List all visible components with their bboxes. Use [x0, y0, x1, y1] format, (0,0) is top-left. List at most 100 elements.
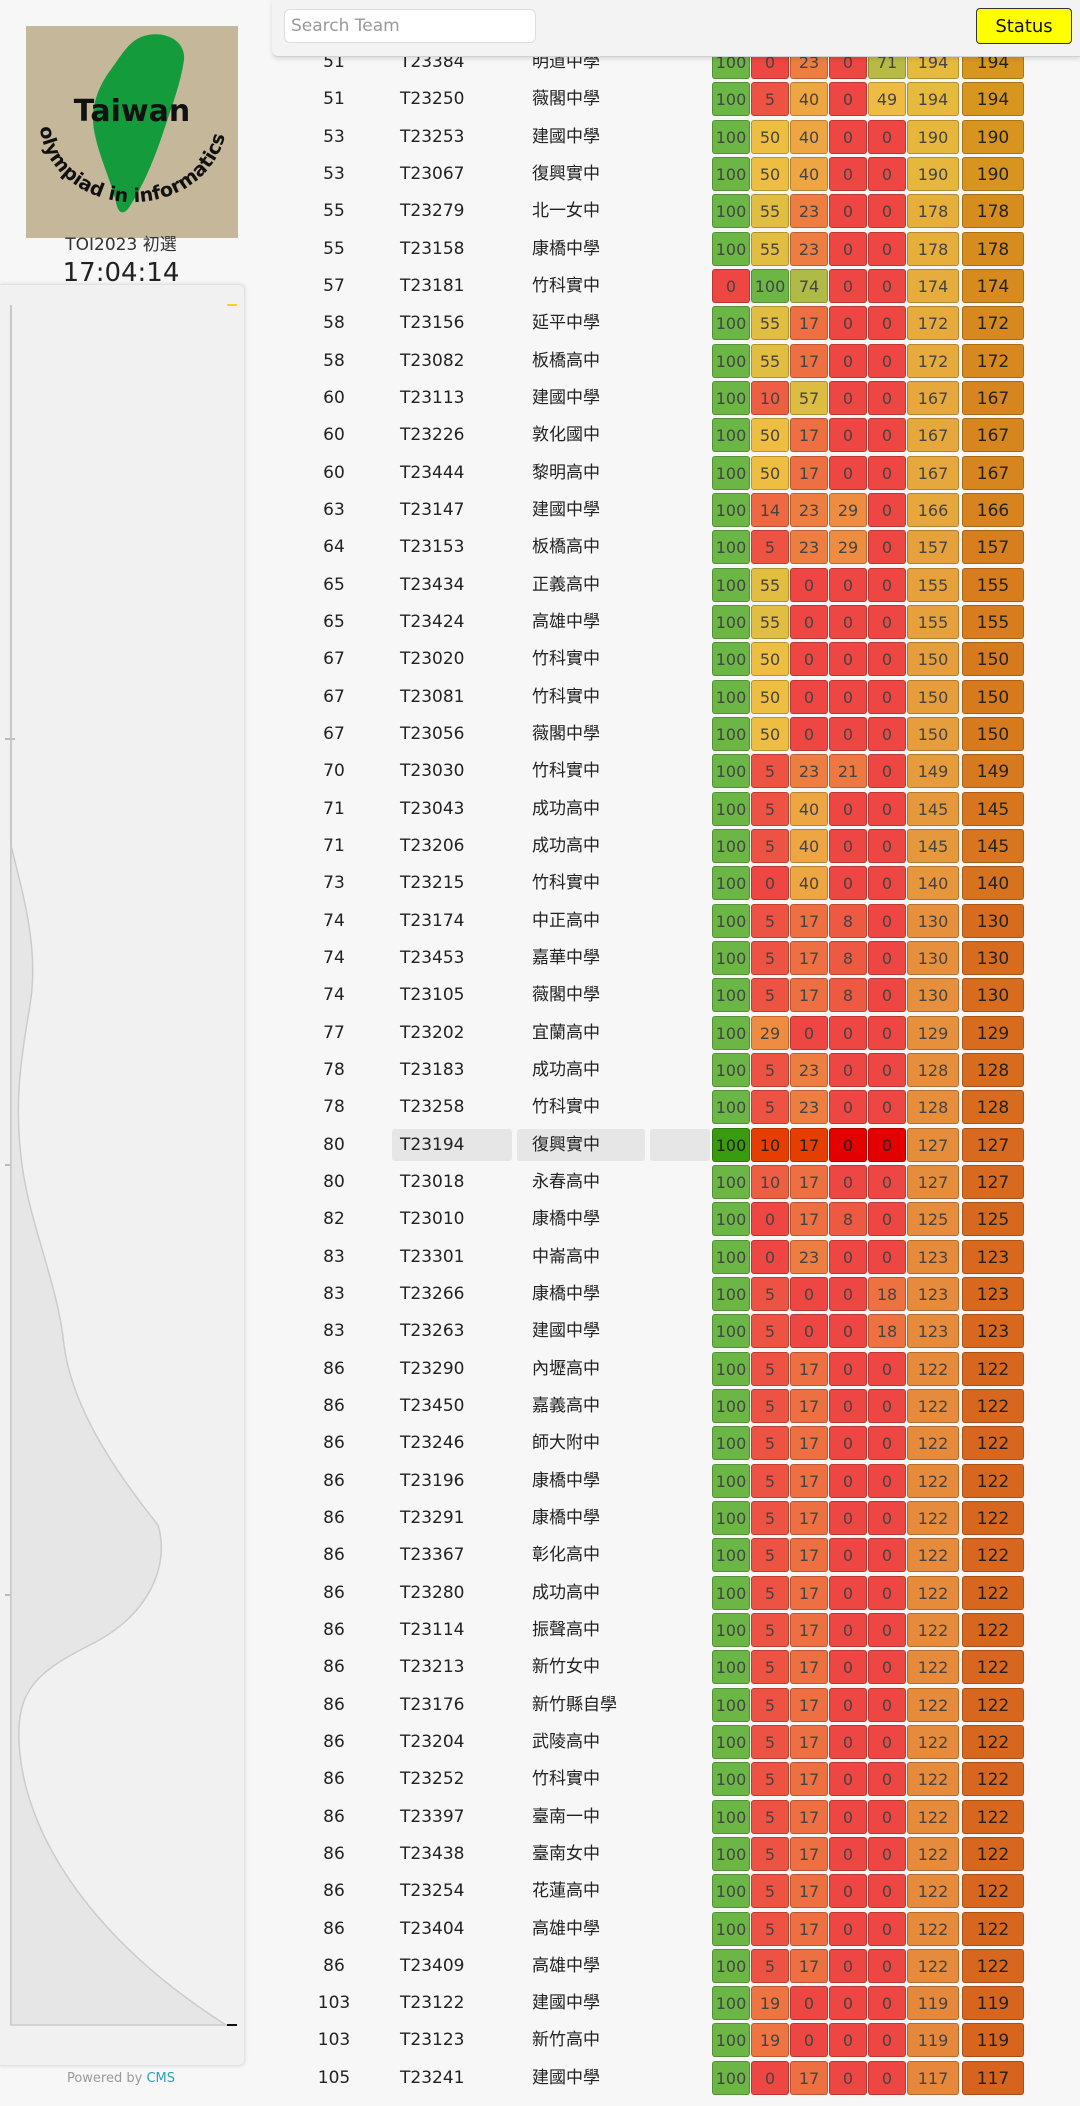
taiwan-map-icon: Taiwan olympiad in informatics: [35, 34, 230, 213]
ranking-row[interactable]: 60 T23444 黎明高中 100 50 17 0 0 167 167: [272, 455, 1080, 491]
ranking-row[interactable]: 55 T23158 康橋中學 100 55 23 0 0 178 178: [272, 231, 1080, 267]
global-score-cell: 149: [962, 754, 1024, 789]
rank-cell: 65: [323, 574, 345, 595]
ranking-row[interactable]: 74 T23105 薇閣中學 100 5 17 8 0 130 130: [272, 977, 1080, 1013]
school-cell: 康橋中學: [532, 1507, 600, 1528]
team-id-cell: T23030: [400, 761, 465, 782]
ranking-row[interactable]: 86 T23252 竹科實中 100 5 17 0 0 122 122: [272, 1761, 1080, 1797]
school-cell: 竹科實中: [532, 873, 600, 894]
task-score-cell: 8: [829, 903, 867, 938]
ranking-row[interactable]: 58 T23156 延平中學 100 55 17 0 0 172 172: [272, 305, 1080, 341]
ranking-row[interactable]: 74 T23453 嘉華中學 100 5 17 8 0 130 130: [272, 940, 1080, 976]
ranking-row[interactable]: 86 T23204 武陵高中 100 5 17 0 0 122 122: [272, 1724, 1080, 1760]
ranking-row[interactable]: 65 T23434 正義高中 100 55 0 0 0 155 155: [272, 567, 1080, 603]
ranking-row[interactable]: 86 T23114 振聲高中 100 5 17 0 0 122 122: [272, 1612, 1080, 1648]
ranking-row[interactable]: 65 T23424 高雄中學 100 55 0 0 0 155 155: [272, 604, 1080, 640]
task-score-cell: 0: [829, 1351, 867, 1386]
school-cell: 竹科實中: [532, 761, 600, 782]
ranking-row[interactable]: 51 T23250 薇閣中學 100 5 40 0 49 194 194: [272, 81, 1080, 117]
global-score-cell: 130: [962, 940, 1024, 975]
task-score-cell: 100: [712, 754, 750, 789]
task-score-cell: 0: [868, 119, 906, 154]
total-score-cell: 122: [907, 1799, 959, 1834]
ranking-row[interactable]: 103 T23122 建國中學 100 19 0 0 0 119 119: [272, 1985, 1080, 2021]
ranking-row[interactable]: 86 T23291 康橋中學 100 5 17 0 0 122 122: [272, 1500, 1080, 1536]
total-score-cell: 145: [907, 791, 959, 826]
ranking-row[interactable]: 64 T23153 板橋高中 100 5 23 29 0 157 157: [272, 529, 1080, 565]
ranking-row[interactable]: 105 T23241 建國中學 100 0 17 0 0 117 117: [272, 2060, 1080, 2096]
school-cell: 敦化國中: [532, 425, 600, 446]
ranking-row[interactable]: 57 T23181 竹科實中 0 100 74 0 0 174 174: [272, 268, 1080, 304]
global-score-cell: 145: [962, 791, 1024, 826]
task-score-cell: 18: [868, 1276, 906, 1311]
ranking-row[interactable]: 86 T23280 成功高中 100 5 17 0 0 122 122: [272, 1575, 1080, 1611]
task-score-cell: 0: [790, 1276, 828, 1311]
ranking-row[interactable]: 55 T23279 北一女中 100 55 23 0 0 178 178: [272, 193, 1080, 229]
ranking-row[interactable]: 83 T23266 康橋中學 100 5 0 0 18 123 123: [272, 1276, 1080, 1312]
ranking-row[interactable]: 78 T23183 成功高中 100 5 23 0 0 128 128: [272, 1052, 1080, 1088]
ranking-row[interactable]: 86 T23246 師大附中 100 5 17 0 0 122 122: [272, 1425, 1080, 1461]
top-bar: Status: [272, 0, 1080, 57]
status-button[interactable]: Status: [976, 8, 1072, 44]
ranking-row[interactable]: 82 T23010 康橋中學 100 0 17 8 0 125 125: [272, 1201, 1080, 1237]
ranking-row[interactable]: 63 T23147 建國中學 100 14 23 29 0 166 166: [272, 492, 1080, 528]
team-id-cell: T23020: [400, 649, 465, 670]
team-id-cell: T23291: [400, 1507, 465, 1528]
search-team-input[interactable]: [284, 9, 536, 43]
task-score-cell: 17: [790, 1202, 828, 1237]
ranking-row[interactable]: 71 T23043 成功高中 100 5 40 0 0 145 145: [272, 791, 1080, 827]
ranking-row[interactable]: 53 T23067 復興實中 100 50 40 0 0 190 190: [272, 156, 1080, 192]
ranking-row[interactable]: 74 T23174 中正高中 100 5 17 8 0 130 130: [272, 903, 1080, 939]
ranking-row[interactable]: 78 T23258 竹科實中 100 5 23 0 0 128 128: [272, 1089, 1080, 1125]
school-cell: 建國中學: [532, 499, 600, 520]
ranking-row[interactable]: 53 T23253 建國中學 100 50 40 0 0 190 190: [272, 119, 1080, 155]
ranking-row[interactable]: 60 T23113 建國中學 100 10 57 0 0 167 167: [272, 380, 1080, 416]
ranking-row[interactable]: 71 T23206 成功高中 100 5 40 0 0 145 145: [272, 828, 1080, 864]
ranking-row[interactable]: 86 T23404 高雄中學 100 5 17 0 0 122 122: [272, 1911, 1080, 1947]
task-score-cell: 0: [868, 567, 906, 602]
team-id-cell: T23183: [400, 1059, 465, 1080]
ranking-row[interactable]: 80 T23018 永春高中 100 10 17 0 0 127 127: [272, 1164, 1080, 1200]
cms-link[interactable]: CMS: [146, 2071, 176, 2086]
school-cell: 臺南女中: [532, 1843, 600, 1864]
task-score-cell: 100: [712, 194, 750, 229]
ranking-row[interactable]: 80 T23194 復興實中 100 10 17 0 0 127 127: [272, 1127, 1080, 1163]
task-score-cell: 0: [829, 679, 867, 714]
ranking-row[interactable]: 86 T23367 彰化高中 100 5 17 0 0 122 122: [272, 1537, 1080, 1573]
ranking-row[interactable]: 67 T23081 竹科實中 100 50 0 0 0 150 150: [272, 679, 1080, 715]
task-score-cell: 100: [712, 828, 750, 863]
ranking-row[interactable]: 83 T23263 建國中學 100 5 0 0 18 123 123: [272, 1313, 1080, 1349]
ranking-row[interactable]: 70 T23030 竹科實中 100 5 23 21 0 149 149: [272, 753, 1080, 789]
ranking-row[interactable]: 86 T23176 新竹縣自學 100 5 17 0 0 122 122: [272, 1687, 1080, 1723]
ranking-row[interactable]: 86 T23409 高雄中學 100 5 17 0 0 122 122: [272, 1948, 1080, 1984]
task-score-cell: 5: [751, 1276, 789, 1311]
global-score-cell: 122: [962, 1463, 1024, 1498]
task-score-cell: 0: [868, 1538, 906, 1573]
ranking-row[interactable]: 60 T23226 敦化國中 100 50 17 0 0 167 167: [272, 417, 1080, 453]
ranking-row[interactable]: 73 T23215 竹科實中 100 0 40 0 0 140 140: [272, 865, 1080, 901]
ranking-row[interactable]: 67 T23020 竹科實中 100 50 0 0 0 150 150: [272, 641, 1080, 677]
ranking-row[interactable]: 86 T23397 臺南一中 100 5 17 0 0 122 122: [272, 1799, 1080, 1835]
ranking-row[interactable]: 86 T23290 內壢高中 100 5 17 0 0 122 122: [272, 1351, 1080, 1387]
ranking-row[interactable]: 83 T23301 中崙高中 100 0 23 0 0 123 123: [272, 1239, 1080, 1275]
rank-cell: 86: [323, 1433, 345, 1454]
task-score-cell: 5: [751, 1724, 789, 1759]
ranking-row[interactable]: 58 T23082 板橋高中 100 55 17 0 0 172 172: [272, 343, 1080, 379]
rank-cell: 86: [323, 1843, 345, 1864]
team-id-cell: T23434: [400, 574, 465, 595]
task-score-cell: 17: [790, 1127, 828, 1162]
ranking-row[interactable]: 86 T23450 嘉義高中 100 5 17 0 0 122 122: [272, 1388, 1080, 1424]
ranking-row[interactable]: 103 T23123 新竹高中 100 19 0 0 0 119 119: [272, 2022, 1080, 2058]
school-cell: 永春高中: [532, 1171, 600, 1192]
ranking-row[interactable]: 67 T23056 薇閣中學 100 50 0 0 0 150 150: [272, 716, 1080, 752]
ranking-row[interactable]: 86 T23196 康橋中學 100 5 17 0 0 122 122: [272, 1463, 1080, 1499]
ranking-row[interactable]: 77 T23202 宜蘭高中 100 29 0 0 0 129 129: [272, 1015, 1080, 1051]
ranking-row[interactable]: 86 T23254 花蓮高中 100 5 17 0 0 122 122: [272, 1873, 1080, 1909]
task-score-cell: 55: [751, 343, 789, 378]
ranking-row[interactable]: 86 T23213 新竹女中 100 5 17 0 0 122 122: [272, 1649, 1080, 1685]
global-score-cell: 119: [962, 1986, 1024, 2021]
ranking-row[interactable]: 86 T23438 臺南女中 100 5 17 0 0 122 122: [272, 1836, 1080, 1872]
team-id-cell: T23241: [400, 2067, 465, 2088]
global-score-cell: 122: [962, 1650, 1024, 1685]
task-score-cell: 100: [712, 82, 750, 117]
